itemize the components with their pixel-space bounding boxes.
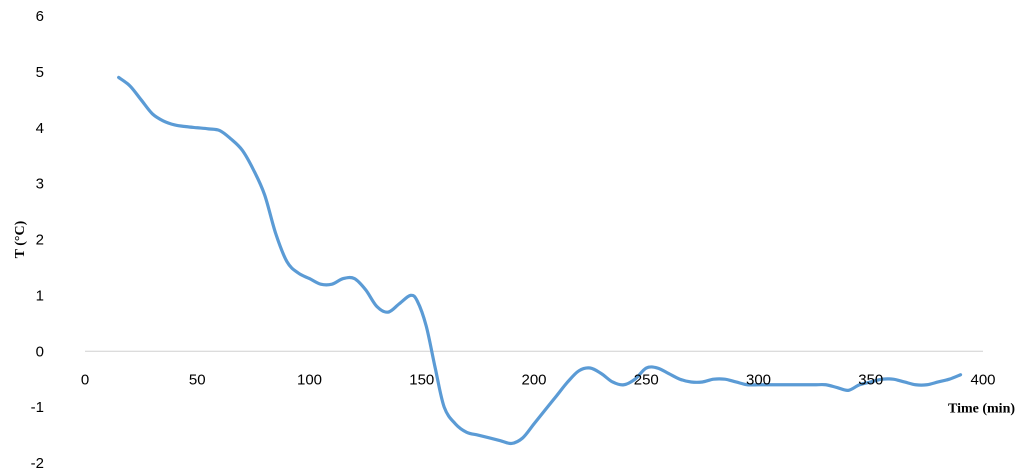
series-line <box>117 75 963 446</box>
y-axis-ticks: 6 5 4 3 2 1 0 -1 -2 <box>31 8 44 471</box>
x-tick-label: 100 <box>297 371 322 388</box>
x-tick-label: 300 <box>746 371 771 388</box>
x-tick-label: 350 <box>858 371 883 388</box>
plot-area <box>85 75 983 446</box>
y-tick-label: 0 <box>36 343 44 360</box>
x-tick-label: 150 <box>409 371 434 388</box>
x-tick-label: 50 <box>189 371 206 388</box>
y-tick-label: 5 <box>36 64 44 81</box>
x-tick-label: 400 <box>970 371 995 388</box>
y-tick-label: -2 <box>31 455 44 471</box>
x-axis-ticks: 0 50 100 150 200 250 300 350 400 <box>81 371 996 388</box>
x-tick-label: 250 <box>634 371 659 388</box>
x-axis-title: Time (min) <box>948 401 1015 416</box>
y-axis-title: T (°C) <box>13 220 28 258</box>
x-tick-label: 200 <box>521 371 546 388</box>
y-tick-label: -1 <box>31 399 44 416</box>
y-tick-label: 1 <box>36 287 44 304</box>
y-tick-label: 3 <box>36 176 44 193</box>
y-tick-label: 6 <box>36 8 44 25</box>
y-tick-label: 4 <box>36 120 44 137</box>
y-tick-label: 2 <box>36 232 44 249</box>
x-tick-label: 0 <box>81 371 89 388</box>
